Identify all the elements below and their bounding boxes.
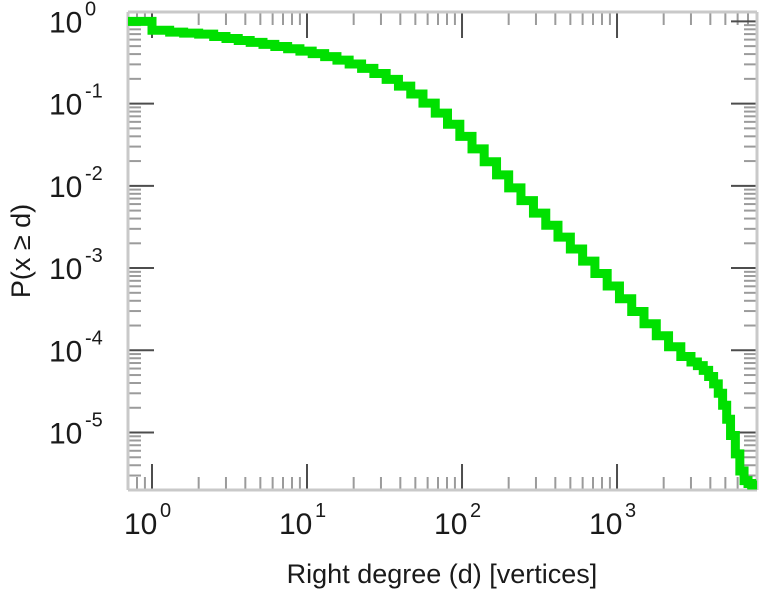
y-tick-label-4-base: 10 — [49, 335, 82, 368]
y-tick-label-2: 10 -2 — [49, 163, 103, 204]
y-tick-label-5-base: 10 — [49, 418, 82, 451]
y-tick-label-2-base: 10 — [49, 171, 82, 204]
y-tick-label-5: 10 -5 — [49, 410, 103, 451]
x-tick-label-3-base: 10 — [589, 508, 622, 541]
minor-tick-marks — [127, 12, 758, 491]
y-tick-label-1: 10 -1 — [49, 81, 103, 122]
y-tick-label-3: 10 -3 — [49, 245, 103, 286]
y-axis-title: P(x ≥ d) — [6, 204, 36, 298]
y-tick-label-2-exponent: -2 — [85, 163, 103, 185]
x-tick-label-1-exponent: 1 — [315, 500, 326, 522]
data-series-line-0 — [128, 16, 757, 490]
y-tick-label-0-base: 10 — [49, 6, 82, 39]
x-tick-label-3: 10 3 — [589, 500, 636, 541]
x-tick-label-3-exponent: 3 — [625, 500, 636, 522]
y-tick-label-3-exponent: -3 — [85, 245, 103, 267]
y-tick-label-1-exponent: -1 — [85, 81, 103, 103]
y-tick-label-0-exponent: 0 — [85, 0, 96, 20]
data-series-group — [128, 16, 757, 490]
x-tick-label-0-exponent: 0 — [160, 500, 171, 522]
plot-frame — [126, 10, 759, 492]
y-tick-label-4-exponent: -4 — [85, 327, 103, 349]
x-axis-title: Right degree (d) [vertices] — [287, 559, 598, 589]
x-tick-label-0-base: 10 — [124, 508, 157, 541]
x-axis-tick-labels: 10 0 10 1 10 2 10 3 — [124, 500, 636, 541]
y-tick-label-1-base: 10 — [49, 89, 82, 122]
x-tick-label-1-base: 10 — [279, 508, 312, 541]
x-tick-label-2-base: 10 — [434, 508, 467, 541]
y-tick-label-0: 10 0 — [49, 0, 96, 39]
x-tick-label-2: 10 2 — [434, 500, 481, 541]
x-tick-label-2-exponent: 2 — [470, 500, 481, 522]
y-tick-label-4: 10 -4 — [49, 327, 103, 368]
y-tick-label-5-exponent: -5 — [85, 410, 103, 432]
y-tick-label-3-base: 10 — [49, 253, 82, 286]
x-tick-label-1: 10 1 — [279, 500, 326, 541]
x-tick-label-0: 10 0 — [124, 500, 171, 541]
